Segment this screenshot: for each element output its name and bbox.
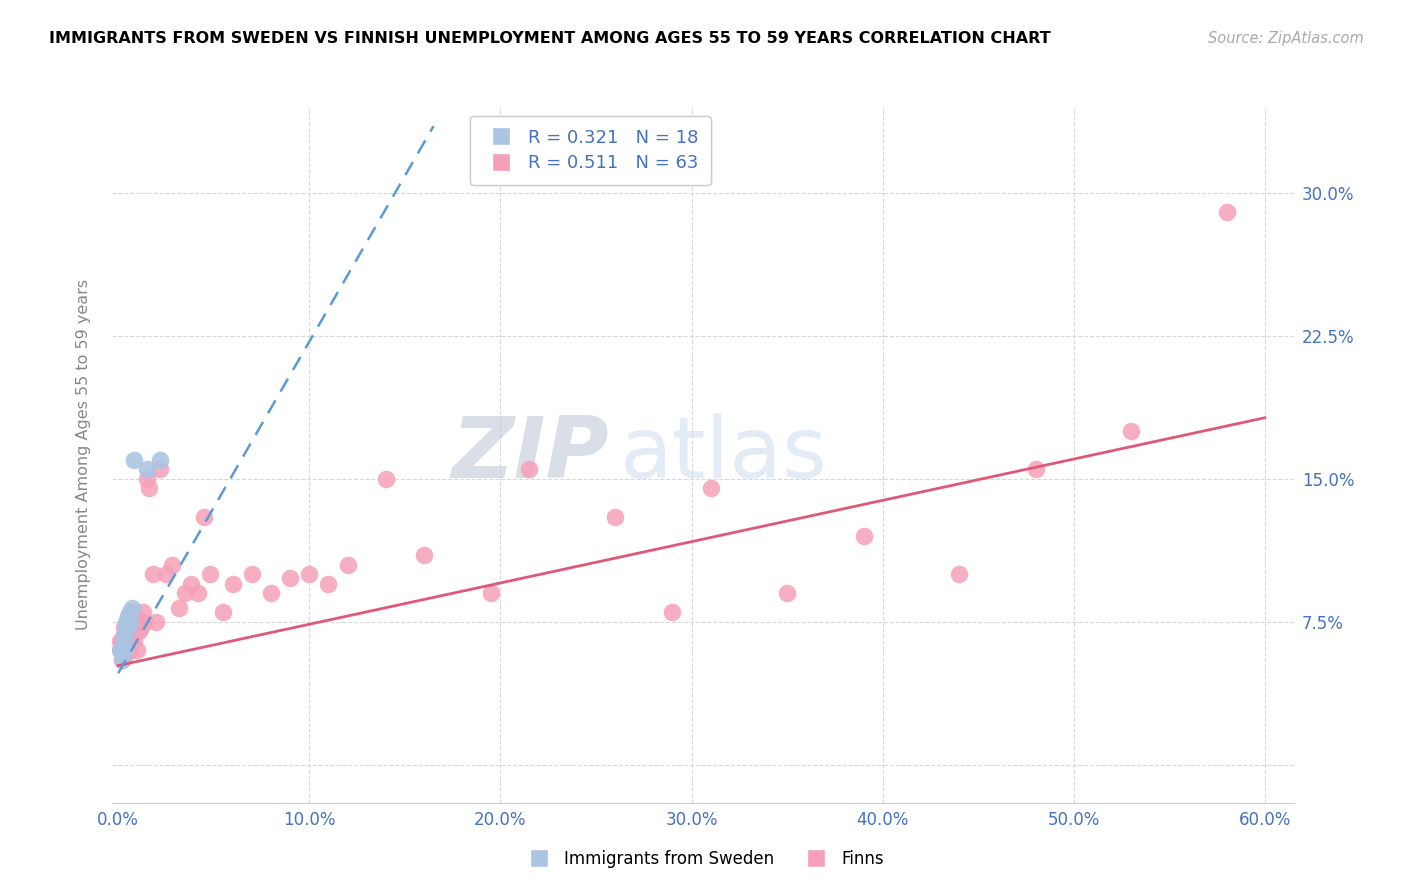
- Point: [517, 462, 540, 476]
- Point: [115, 620, 138, 634]
- Point: [336, 558, 359, 572]
- Text: IMMIGRANTS FROM SWEDEN VS FINNISH UNEMPLOYMENT AMONG AGES 55 TO 59 YEARS CORRELA: IMMIGRANTS FROM SWEDEN VS FINNISH UNEMPL…: [49, 31, 1050, 46]
- Point: [117, 615, 139, 629]
- Point: [111, 653, 134, 667]
- Point: [117, 615, 139, 629]
- Point: [145, 615, 167, 629]
- Point: [174, 586, 197, 600]
- Point: [117, 620, 139, 634]
- Point: [108, 643, 131, 657]
- Point: [661, 605, 683, 619]
- Point: [124, 624, 146, 639]
- Point: [117, 643, 139, 657]
- Point: [413, 548, 436, 562]
- Point: [117, 609, 139, 624]
- Point: [1215, 205, 1237, 219]
- Point: [479, 586, 502, 600]
- Point: [138, 481, 160, 495]
- Point: [112, 640, 135, 654]
- Point: [128, 624, 150, 639]
- Point: [776, 586, 799, 600]
- Point: [111, 643, 134, 657]
- Point: [118, 643, 141, 657]
- Point: [198, 567, 221, 582]
- Legend: R = 0.321   N = 18, R = 0.511   N = 63: R = 0.321 N = 18, R = 0.511 N = 63: [470, 116, 710, 185]
- Point: [121, 601, 143, 615]
- Point: [699, 481, 721, 495]
- Point: [278, 571, 301, 585]
- Point: [603, 509, 626, 524]
- Point: [115, 647, 138, 661]
- Point: [111, 633, 134, 648]
- Point: [124, 609, 146, 624]
- Point: [115, 615, 138, 629]
- Point: [112, 628, 135, 642]
- Y-axis label: Unemployment Among Ages 55 to 59 years: Unemployment Among Ages 55 to 59 years: [76, 279, 90, 631]
- Point: [121, 605, 143, 619]
- Point: [111, 643, 134, 657]
- Point: [187, 586, 209, 600]
- Point: [212, 605, 235, 619]
- Point: [132, 605, 155, 619]
- Point: [852, 529, 875, 543]
- Point: [129, 620, 152, 634]
- Point: [127, 643, 149, 657]
- Point: [115, 633, 138, 648]
- Point: [117, 633, 139, 648]
- Point: [112, 620, 135, 634]
- Point: [108, 643, 131, 657]
- Point: [142, 567, 165, 582]
- Point: [115, 624, 138, 639]
- Point: [135, 462, 157, 476]
- Point: [155, 567, 177, 582]
- Point: [1119, 424, 1142, 438]
- Point: [1025, 462, 1047, 476]
- Point: [108, 633, 131, 648]
- Point: [112, 633, 135, 648]
- Point: [948, 567, 970, 582]
- Point: [118, 624, 141, 639]
- Point: [112, 643, 135, 657]
- Text: Source: ZipAtlas.com: Source: ZipAtlas.com: [1208, 31, 1364, 46]
- Point: [169, 601, 191, 615]
- Point: [122, 633, 145, 648]
- Point: [135, 472, 157, 486]
- Point: [240, 567, 263, 582]
- Point: [260, 586, 283, 600]
- Point: [122, 452, 145, 467]
- Point: [149, 452, 172, 467]
- Point: [374, 472, 396, 486]
- Point: [160, 558, 183, 572]
- Point: [121, 628, 143, 642]
- Point: [222, 576, 245, 591]
- Text: atlas: atlas: [620, 413, 828, 497]
- Point: [118, 615, 141, 629]
- Point: [193, 509, 215, 524]
- Text: ZIP: ZIP: [451, 413, 609, 497]
- Point: [122, 615, 145, 629]
- Point: [134, 615, 156, 629]
- Legend: Immigrants from Sweden, Finns: Immigrants from Sweden, Finns: [516, 844, 890, 875]
- Point: [112, 628, 135, 642]
- Point: [118, 605, 141, 619]
- Point: [115, 624, 138, 639]
- Point: [180, 576, 202, 591]
- Point: [112, 647, 135, 661]
- Point: [111, 653, 134, 667]
- Point: [149, 462, 172, 476]
- Point: [318, 576, 340, 591]
- Point: [127, 615, 149, 629]
- Point: [298, 567, 321, 582]
